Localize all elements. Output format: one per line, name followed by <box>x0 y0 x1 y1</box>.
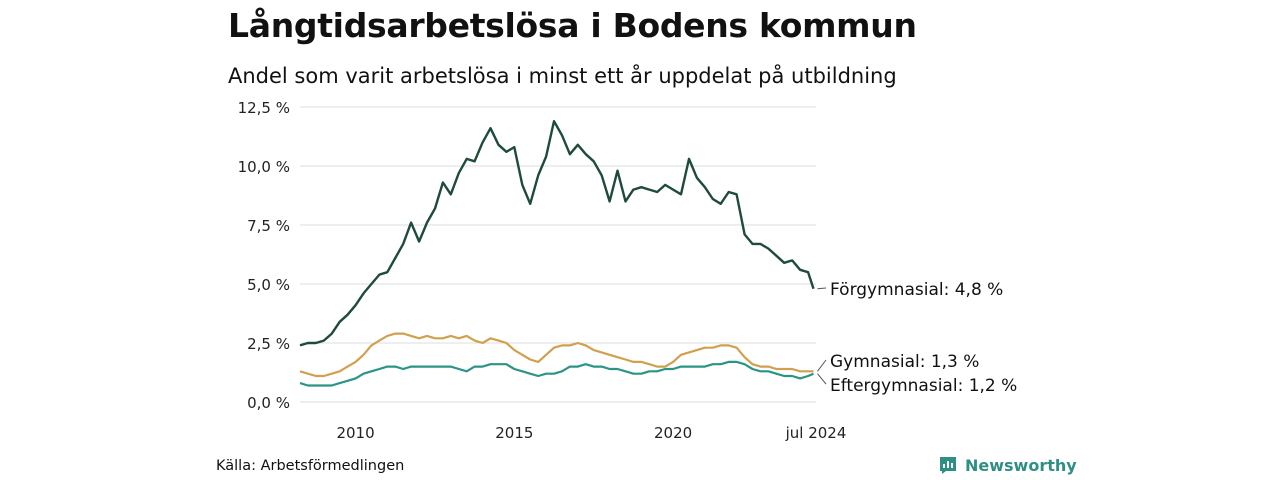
series-line-gymnasial <box>299 332 814 378</box>
x-tick-label: jul 2024 <box>785 424 847 442</box>
y-tick-label: 12,5 % <box>238 99 290 117</box>
series-end-labels: Förgymnasial: 4,8 % Gymnasial: 1,3 % Efter… <box>817 280 1017 396</box>
series-end-label: Gymnasial: 1,3 % <box>830 352 979 372</box>
x-tick-label: 2010 <box>336 424 374 442</box>
y-tick-label: 10,0 % <box>238 158 290 176</box>
y-tick-label: 2,5 % <box>247 335 290 353</box>
series-line-eftergymnasial <box>299 360 814 387</box>
label-leader <box>817 359 827 372</box>
series-end-label: Förgymnasial: 4,8 % <box>830 280 1003 300</box>
chart-subtitle: Andel som varit arbetslösa i minst ett å… <box>228 64 897 88</box>
newsworthy-icon <box>940 457 956 474</box>
source-note: Källa: Arbetsförmedlingen <box>216 458 405 474</box>
chart-title: Långtidsarbetslösa i Bodens kommun <box>228 6 917 45</box>
series-line-förgymnasial <box>299 120 815 347</box>
brand-name: Newsworthy <box>965 455 1077 475</box>
x-tick-label: 2015 <box>495 424 533 442</box>
series-end-label: Eftergymnasial: 1,2 % <box>830 376 1017 396</box>
brand-logo: Newsworthy <box>938 455 1077 475</box>
label-leader <box>817 373 827 385</box>
y-tick-label: 0,0 % <box>247 394 290 412</box>
y-axis-ticks: 0,0 % 2,5 % 5,0 % 7,5 % 10,0 % 12,5 % <box>238 99 290 412</box>
x-axis-ticks: 2010 2015 2020 jul 2024 <box>336 424 846 442</box>
y-tick-label: 5,0 % <box>247 276 290 294</box>
label-leader <box>817 287 827 290</box>
y-tick-label: 7,5 % <box>247 217 290 235</box>
x-tick-label: 2020 <box>654 424 692 442</box>
gridlines <box>300 106 816 403</box>
series-lines <box>299 120 815 387</box>
